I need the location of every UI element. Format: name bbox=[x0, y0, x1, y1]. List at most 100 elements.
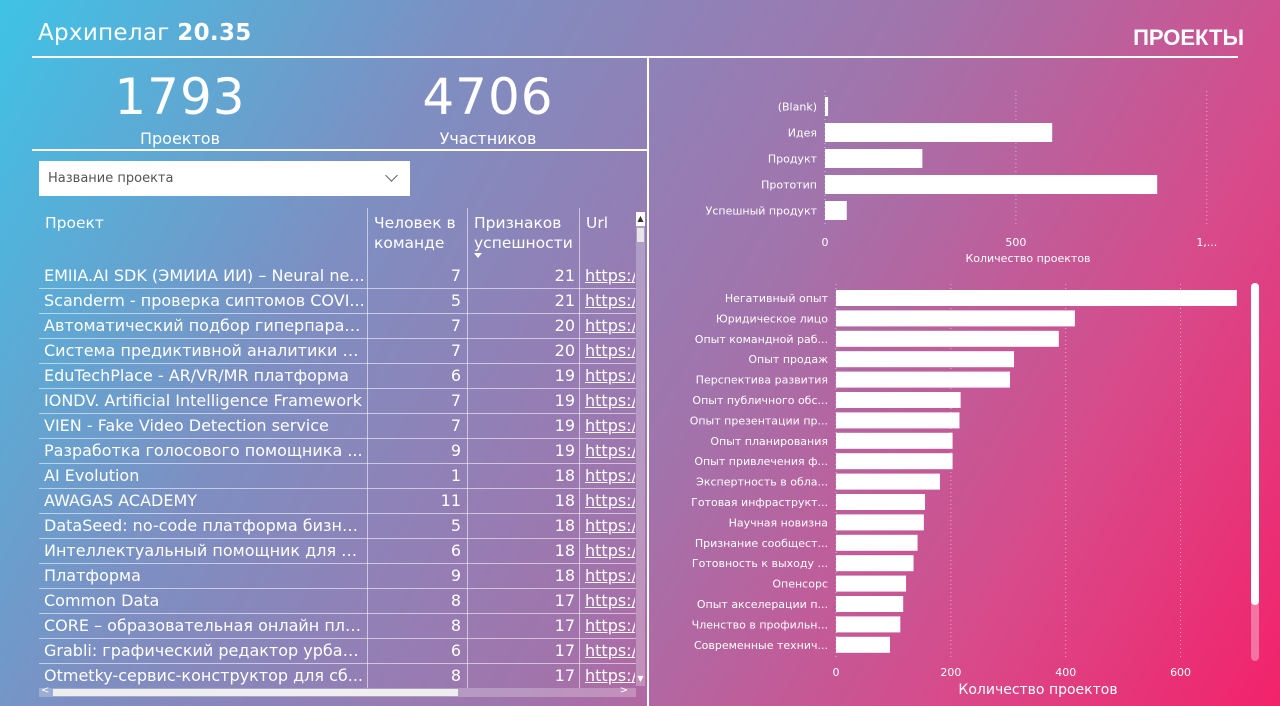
table-row[interactable]: EduTechPlace - AR/VR/MR платформа 6 19 http… bbox=[39, 363, 636, 389]
bar[interactable] bbox=[836, 514, 924, 531]
cell-url-link[interactable]: https:// bbox=[585, 566, 635, 585]
project-name-dropdown[interactable]: Название проекта bbox=[39, 161, 410, 196]
table-row[interactable]: AI Evolution 1 18 https:// bbox=[39, 463, 636, 489]
cell-url-link[interactable]: https:// bbox=[585, 616, 635, 635]
scroll-thumb[interactable] bbox=[637, 228, 644, 242]
cell-url-link[interactable]: https:// bbox=[585, 641, 635, 660]
column-separator bbox=[367, 208, 368, 688]
table-row[interactable]: Платформа 9 18 https:// bbox=[39, 563, 636, 589]
category-label: Перспектива развития bbox=[696, 374, 828, 387]
bar[interactable] bbox=[836, 290, 1237, 306]
table-row[interactable]: IONDV. Artificial Intelligence Framework… bbox=[39, 388, 636, 414]
bar[interactable] bbox=[836, 351, 1015, 368]
scroll-down-icon[interactable]: ▼ bbox=[637, 674, 644, 683]
scroll-up-icon[interactable]: ▲ bbox=[636, 212, 645, 226]
chart-vertical-scrollbar[interactable] bbox=[1251, 283, 1259, 661]
bar[interactable] bbox=[825, 149, 923, 168]
cell-team-size: 6 bbox=[450, 366, 461, 385]
cell-url-link[interactable]: https:// bbox=[585, 316, 635, 335]
bar[interactable] bbox=[825, 97, 829, 116]
column-header-project[interactable]: Проект bbox=[45, 214, 104, 232]
cell-url-link[interactable]: https:// bbox=[585, 491, 635, 510]
scroll-left-icon[interactable]: < bbox=[41, 685, 50, 696]
kpi-participants-label: Участников bbox=[439, 129, 537, 148]
kpi-projects-label: Проектов bbox=[139, 129, 221, 148]
category-label: Членство в профильн... bbox=[692, 618, 828, 631]
bar[interactable] bbox=[825, 201, 847, 220]
column-header-success-signs[interactable]: Признаков успешности bbox=[474, 214, 573, 252]
cell-url-link[interactable]: https:// bbox=[585, 291, 635, 310]
category-label: Прототип bbox=[761, 179, 817, 192]
bar[interactable] bbox=[836, 636, 890, 653]
column-separator bbox=[579, 208, 580, 688]
cell-url-link[interactable]: https:// bbox=[585, 391, 635, 410]
cell-url-link[interactable]: https:// bbox=[585, 466, 635, 485]
bar[interactable] bbox=[836, 494, 926, 510]
column-header-team-size[interactable]: Человек в команде bbox=[374, 214, 456, 252]
bar[interactable] bbox=[836, 453, 953, 470]
cell-team-size: 8 bbox=[450, 616, 461, 635]
table-row[interactable]: Разработка голосового помощника ... 9 19 ht… bbox=[39, 438, 636, 464]
bar[interactable] bbox=[836, 392, 961, 408]
scroll-right-icon[interactable]: > bbox=[619, 685, 628, 696]
cell-success-signs: 18 bbox=[554, 516, 575, 535]
scroll-thumb[interactable] bbox=[1251, 283, 1259, 605]
bar[interactable] bbox=[836, 330, 1059, 347]
bar[interactable] bbox=[836, 473, 940, 490]
table-row[interactable]: DataSeed: no-code платформа бизне... 5 18 h… bbox=[39, 513, 636, 539]
category-label: Опыт командной раб... bbox=[695, 333, 828, 346]
cell-url-link[interactable]: https:// bbox=[585, 416, 635, 435]
bar[interactable] bbox=[836, 596, 904, 612]
bar[interactable] bbox=[836, 412, 960, 429]
cell-url-link[interactable]: https:// bbox=[585, 366, 635, 385]
bar[interactable] bbox=[836, 432, 953, 449]
scroll-thumb[interactable] bbox=[53, 689, 458, 696]
cell-team-size: 7 bbox=[450, 391, 461, 410]
table-row[interactable]: CORE – образовательная онлайн пла... 8 17 h… bbox=[39, 613, 636, 639]
cell-success-signs: 20 bbox=[554, 316, 575, 335]
table-row[interactable]: Автоматический подбор гиперпарам... 7 20 ht… bbox=[39, 313, 636, 339]
table-row[interactable]: Scanderm - проверка сиптомов COVI... 5 21 h… bbox=[39, 288, 636, 314]
cell-team-size: 7 bbox=[450, 316, 461, 335]
table-row[interactable]: Система предиктивной аналитики А... 7 20 ht… bbox=[39, 338, 636, 364]
bar[interactable] bbox=[836, 371, 1011, 388]
bar[interactable] bbox=[825, 123, 1053, 142]
column-header-url[interactable]: Url bbox=[586, 214, 609, 232]
cell-url-link[interactable]: https:// bbox=[585, 266, 635, 285]
bar[interactable] bbox=[825, 175, 1158, 194]
table-row[interactable]: EMIIA.AI SDK (ЭМИИА ИИ) – Neural ne... 7 2… bbox=[39, 263, 636, 289]
cell-url-link[interactable]: https:// bbox=[585, 591, 635, 610]
sort-descending-icon bbox=[474, 253, 482, 258]
cell-project: IONDV. Artificial Intelligence Framework bbox=[44, 391, 363, 410]
bar[interactable] bbox=[836, 534, 918, 551]
category-label: Опыт презентации пр... bbox=[690, 414, 828, 427]
kpi-projects-value: 1793 bbox=[114, 68, 246, 126]
bar[interactable] bbox=[836, 616, 901, 633]
cell-url-link[interactable]: https:// bbox=[585, 516, 635, 535]
cell-url-link[interactable]: https:// bbox=[585, 666, 635, 685]
cell-project: Интеллектуальный помощник для п... bbox=[44, 541, 366, 560]
table-horizontal-scrollbar[interactable]: < > bbox=[39, 685, 636, 697]
cell-team-size: 6 bbox=[450, 541, 461, 560]
cell-project: Разработка голосового помощника ... bbox=[44, 441, 363, 460]
bar[interactable] bbox=[836, 310, 1075, 327]
cell-success-signs: 17 bbox=[554, 591, 575, 610]
cell-success-signs: 18 bbox=[554, 491, 575, 510]
bar[interactable] bbox=[836, 555, 914, 572]
category-label: Опыт публичного обс... bbox=[692, 394, 828, 407]
bar[interactable] bbox=[836, 575, 907, 592]
table-vertical-scrollbar[interactable]: ▲ ▼ bbox=[636, 212, 645, 686]
cell-project: DataSeed: no-code платформа бизне... bbox=[44, 516, 366, 535]
table-row[interactable]: AWAGAS ACADEMY 11 18 https:// bbox=[39, 488, 636, 514]
table-row[interactable]: VIEN - Fake Video Detection service 7 19 ht… bbox=[39, 413, 636, 439]
category-label: Негативный опыт bbox=[725, 292, 829, 305]
cell-url-link[interactable]: https:// bbox=[585, 341, 635, 360]
table-row[interactable]: Otmetky-сервис-конструктор для сб... 8 17 h… bbox=[39, 663, 636, 688]
cell-url-link[interactable]: https:// bbox=[585, 441, 635, 460]
app-title: Архипелаг 20.35 bbox=[38, 20, 252, 46]
table-row[interactable]: Интеллектуальный помощник для п... 6 18 htt… bbox=[39, 538, 636, 564]
cell-url-link[interactable]: https:// bbox=[585, 541, 635, 560]
table-row[interactable]: Grabli: графический редактор урбан... 6 17… bbox=[39, 638, 636, 664]
table-row[interactable]: Common Data 8 17 https:// bbox=[39, 588, 636, 614]
app-name: Архипелаг bbox=[38, 20, 170, 46]
